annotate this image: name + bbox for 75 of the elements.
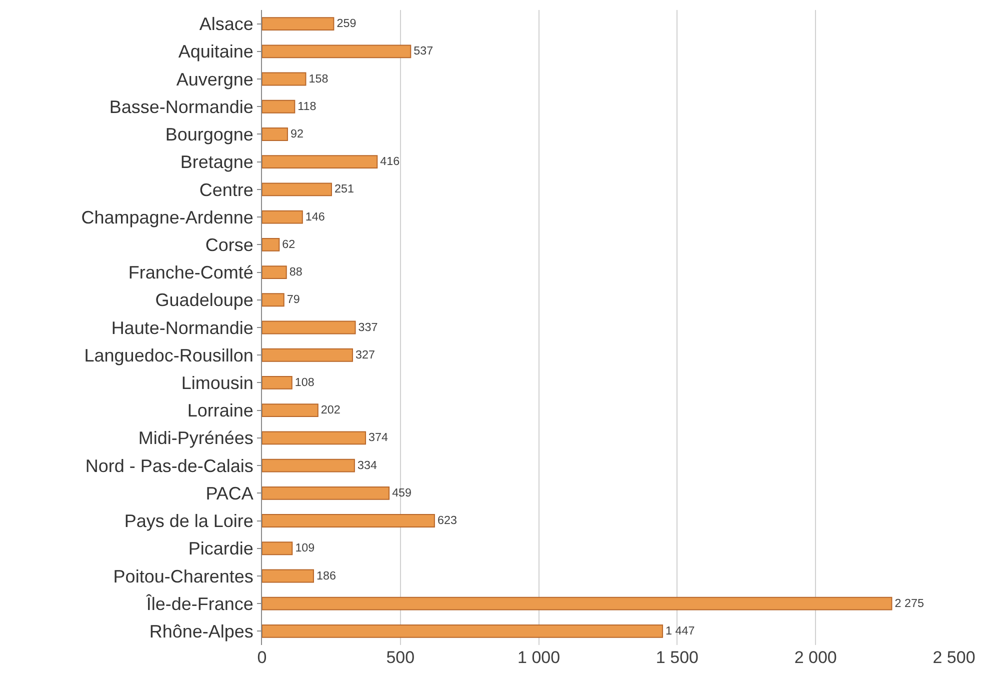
bar xyxy=(262,100,296,114)
data-label: 1 447 xyxy=(666,624,695,638)
y-tick-label: Nord - Pas-de-Calais xyxy=(85,456,254,476)
y-tick-label: Alsace xyxy=(199,14,254,34)
bar xyxy=(262,348,354,362)
data-label: 259 xyxy=(336,17,356,30)
bar xyxy=(262,44,412,58)
x-tick-label: 2 500 xyxy=(932,648,976,667)
y-tick-label: Picardie xyxy=(188,538,254,559)
data-label: 337 xyxy=(358,320,378,334)
y-tick-label: Bourgogne xyxy=(165,124,254,145)
bar xyxy=(262,210,303,224)
bar xyxy=(262,155,378,169)
data-label: 374 xyxy=(368,431,389,444)
data-label: 537 xyxy=(414,44,434,58)
data-label: 251 xyxy=(334,182,354,196)
bar xyxy=(262,17,334,31)
data-label: 327 xyxy=(356,348,376,362)
y-tick-label: Île-de-France xyxy=(145,594,254,614)
y-tick-label: Bretagne xyxy=(180,152,254,172)
bar xyxy=(262,128,288,141)
y-tick-label: Auvergne xyxy=(176,69,254,90)
data-label: 202 xyxy=(320,404,340,417)
bar xyxy=(262,458,355,472)
bar xyxy=(262,542,293,556)
bar xyxy=(262,431,366,445)
y-tick-label: Corse xyxy=(205,234,254,255)
y-tick-label: Centre xyxy=(199,180,254,200)
y-tick-label: Lorraine xyxy=(187,400,254,421)
y-tick-label: Basse-Normandie xyxy=(109,96,254,117)
data-label: 79 xyxy=(286,293,300,306)
bar xyxy=(262,72,306,86)
bar xyxy=(262,238,280,252)
bar xyxy=(262,293,284,307)
bar xyxy=(262,404,318,418)
bar xyxy=(262,266,287,279)
data-label: 623 xyxy=(437,514,457,528)
data-label: 62 xyxy=(282,238,296,251)
y-tick-label: Aquitaine xyxy=(178,42,254,62)
data-label: 108 xyxy=(294,376,314,390)
data-label: 334 xyxy=(357,458,378,472)
data-label: 146 xyxy=(305,210,325,224)
data-label: 92 xyxy=(290,128,304,141)
x-tick-label: 1 000 xyxy=(518,648,560,667)
data-label: 416 xyxy=(380,155,400,168)
bar xyxy=(262,514,435,528)
bar xyxy=(262,486,390,500)
x-tick-label: 0 xyxy=(257,648,267,667)
y-tick-label: Champagne-Ardenne xyxy=(81,207,254,228)
data-label: 88 xyxy=(289,266,302,279)
bar xyxy=(262,376,292,390)
data-label: 186 xyxy=(316,569,336,582)
y-tick-label: Guadeloupe xyxy=(155,290,254,310)
y-tick-label: Rhône-Alpes xyxy=(149,622,254,642)
data-label: 109 xyxy=(295,542,315,555)
bar xyxy=(262,596,892,610)
y-tick-label: PACA xyxy=(206,483,254,504)
x-tick-label: 1 500 xyxy=(656,648,698,667)
data-label: 158 xyxy=(308,72,328,86)
y-tick-label: Poitou-Charentes xyxy=(113,566,254,586)
y-tick-label: Languedoc-Rousillon xyxy=(84,345,254,366)
data-label: 118 xyxy=(298,100,316,113)
x-tick-label: 2 000 xyxy=(794,648,837,667)
data-label: 2 275 xyxy=(894,596,924,610)
y-tick-label: Limousin xyxy=(181,373,254,394)
y-tick-label: Haute-Normandie xyxy=(111,318,254,338)
y-tick-label: Pays de la Loire xyxy=(124,511,254,532)
bar xyxy=(262,320,356,334)
bar xyxy=(262,182,332,196)
y-tick-label: Midi-Pyrénées xyxy=(138,428,254,448)
bar xyxy=(262,624,664,638)
bar xyxy=(262,569,314,583)
y-tick-label: Franche-Comté xyxy=(128,262,254,283)
x-tick-label: 500 xyxy=(386,648,415,667)
data-label: 459 xyxy=(392,486,412,500)
